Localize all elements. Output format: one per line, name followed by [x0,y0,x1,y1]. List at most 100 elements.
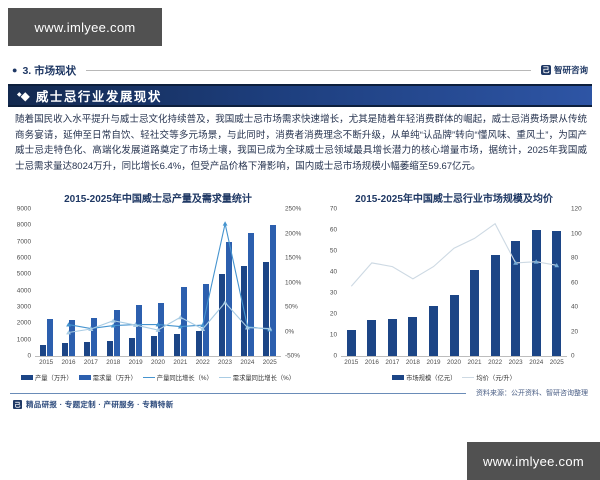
axis-tick: 60 [329,226,337,234]
bar [346,329,356,356]
legend-swatch [142,376,155,379]
axis-tick: 40 [329,268,337,276]
axis-tick: 50% [285,303,298,311]
bar-group-2021 [169,287,191,356]
bar-group-2017 [80,318,102,356]
bar [270,224,277,356]
bars-layer [341,209,567,356]
bar [511,240,521,356]
chart-body: 70 60 50 40 30 20 10 0 2015 2016 2017 2018 2019 2020… [316,205,592,367]
axis-tick: 80 [571,254,579,262]
legend-label: 市场规模（亿元） [406,375,457,382]
bar-group-2024 [526,230,547,356]
bar-group-2025 [259,224,281,356]
bar [62,342,69,356]
bar [46,319,53,356]
bar [173,333,180,356]
chart-legend: 市场规模（亿元） 均价（元/升） [316,373,592,382]
axis-tick: 6000 [16,254,31,262]
y-axis-right: 120 100 80 60 40 20 0 [567,205,592,360]
bar [247,232,254,356]
production-demand-chart: 2015-2025年中国威士忌产量及需求量统计 9000 8000 7000 6000… [10,190,306,382]
legend-label: 均价（元/升） [476,375,516,382]
bar [106,340,113,356]
diamond-icon: ◆◆ [17,88,30,103]
x-label: 2016 [61,359,76,366]
legend-swatch [20,375,33,380]
market-size-price-chart: 2015-2025年中国威士忌行业市场规模及均价 70 60 50 40 30 20 10 0… [316,190,592,382]
axis-tick: 10 [329,331,337,339]
bar [203,284,210,356]
legend-item: 市场规模（亿元） [392,373,456,382]
x-label: 2022 [195,359,210,366]
section-title: 3. 市场现状 [22,64,77,77]
x-label: 2020 [447,359,462,366]
triangle-marker [267,326,273,331]
axis-tick: 250% [285,205,302,213]
header-divider [86,69,531,71]
bar [91,318,98,356]
y-axis-left: 9000 8000 7000 6000 5000 4000 3000 2000 1000 0 [10,205,35,360]
axis-tick: 50 [329,247,337,255]
legend-item: 产量（万升） [20,373,73,382]
x-label: 2019 [426,359,441,366]
triangle-marker [155,327,161,332]
brand-logo: 己 智研咨询 [540,64,588,76]
x-label: 2023 [218,359,233,366]
x-label: 2015 [39,359,54,366]
chart-title: 2015-2025年中国威士忌产量及需求量统计 [64,194,252,205]
legend-item: 产量同比增长（%） [142,373,213,382]
bar [531,230,541,356]
chart-body: 9000 8000 7000 6000 5000 4000 3000 2000 1000 0 20… [10,205,306,367]
section-header: ● 3. 市场现状 己 智研咨询 [12,62,588,78]
bar [408,317,418,356]
brand-name: 智研咨询 [553,65,588,75]
bar [263,262,270,356]
bar-group-2017 [382,319,403,356]
x-label: 2019 [128,359,143,366]
axis-tick: 0 [571,352,575,360]
watermark-top: www.imlyee.com [8,8,162,46]
axis-tick: 9000 [16,205,31,213]
legend-item: 需求量（万升） [78,373,137,382]
axis-tick: 40 [571,303,579,311]
bar-group-2019 [124,304,146,356]
bar-group-2022 [192,284,214,356]
plot-area: 2015 2016 2017 2018 2019 2020 2021 2022 2023 2024… [341,209,567,366]
bar [428,305,438,356]
triangle-marker [177,324,183,329]
bar-group-2019 [423,305,444,356]
legend-item: 需求量同比增长（%） [218,373,296,382]
legend-label: 需求量同比增长（%） [232,375,296,382]
chart-legend: 产量（万升） 需求量（万升） 产量同比增长（%） 需求量同比增长（%） [10,373,306,382]
bar-group-2015 [341,329,362,356]
lines-layer [66,221,273,335]
bar-group-2016 [57,320,79,356]
legend-swatch [392,375,405,380]
axis-tick: 100 [571,230,582,237]
x-label: 2016 [364,359,379,366]
brand-logo-icon: 己 [540,65,551,75]
axis-tick: 5000 [16,270,31,278]
legend-label: 需求量（万升） [92,375,137,382]
axis-tick: 70 [329,205,337,213]
bar [552,230,562,356]
triangle-marker [533,259,539,264]
axis-tick: 120 [571,205,582,213]
page-title: 威士忌行业发展现状 [35,90,162,104]
legend-label: 产量（万升） [34,375,73,382]
bar [196,331,203,356]
triangle-marker [155,322,161,327]
bar [136,304,143,356]
bar [470,269,480,356]
trend-line [350,222,557,287]
plot-area: 2015 2016 2017 2018 2019 2020 2021 2022 2023 2024… [35,209,281,366]
axis-tick: 0 [27,352,31,360]
triangle-marker [200,322,206,328]
x-label: 2024 [529,359,544,366]
axis-tick: 0 [333,352,337,360]
footer-tagline: 精品研报 · 专题定制 · 产研服务 · 专精特新 [26,400,174,409]
axis-tick: 150% [285,254,302,262]
triangle-marker [133,322,139,328]
